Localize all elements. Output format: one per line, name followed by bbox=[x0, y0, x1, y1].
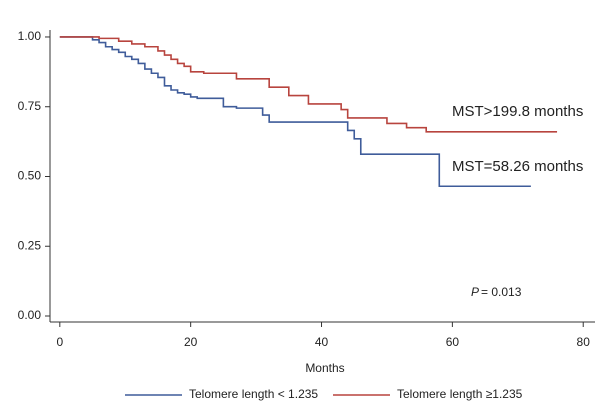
annotation: MST=58.26 months bbox=[452, 158, 583, 175]
x-tick-label: 60 bbox=[446, 335, 460, 349]
legend-label: Telomere length < 1.235 bbox=[189, 387, 318, 401]
x-tick-label: 80 bbox=[577, 335, 591, 349]
survival-curve bbox=[59, 36, 558, 133]
x-tick-label: 20 bbox=[184, 335, 198, 349]
annotation: = 0.013 bbox=[481, 285, 522, 299]
annotation: P bbox=[471, 285, 479, 299]
annotation: MST>199.8 months bbox=[452, 103, 583, 120]
legend-label: Telomere length ≥1.235 bbox=[397, 387, 523, 401]
y-tick-label: 0.50 bbox=[18, 169, 42, 183]
y-tick-label: 0.25 bbox=[18, 238, 42, 252]
x-axis-label: Months bbox=[305, 361, 344, 375]
survival-curve bbox=[59, 36, 531, 188]
y-tick-label: 0.75 bbox=[18, 99, 42, 113]
x-tick-label: 0 bbox=[56, 335, 63, 349]
x-tick-label: 40 bbox=[315, 335, 329, 349]
y-tick-label: 1.00 bbox=[18, 29, 42, 43]
y-tick-label: 0.00 bbox=[18, 308, 42, 322]
